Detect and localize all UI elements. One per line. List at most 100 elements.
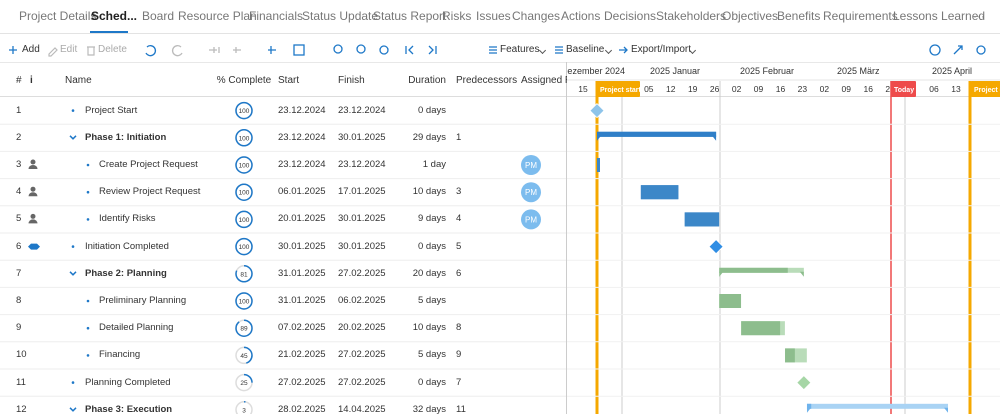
month-label: 2025 Januar xyxy=(650,66,701,76)
toolbar-button[interactable]: Edit xyxy=(60,44,78,55)
start-date: 23.12.2024 xyxy=(278,159,326,170)
percent-complete: 100 xyxy=(239,190,250,197)
resource-avatar xyxy=(521,209,541,230)
task-progress xyxy=(640,185,679,200)
toolbar-button[interactable]: Delete xyxy=(98,44,127,55)
finish-date: 27.02.2025 xyxy=(338,376,386,388)
tab[interactable]: Requirements xyxy=(823,9,898,23)
edit-icon xyxy=(48,47,58,57)
task-name: Detailed Planning xyxy=(99,322,174,334)
toolbar-button[interactable]: Export/Import xyxy=(631,44,692,55)
predecessors: 4 xyxy=(456,213,462,225)
task-name: Identify Risks xyxy=(99,213,156,225)
tab-bar-border xyxy=(0,33,1000,34)
duration: 29 days xyxy=(412,131,446,143)
summary-progress xyxy=(719,267,788,273)
tab[interactable]: Changes xyxy=(512,9,561,23)
week-label: 13 xyxy=(951,84,961,94)
indent-icon xyxy=(209,47,220,53)
finish-date: 23.12.2024 xyxy=(338,159,386,170)
task-name: Project Start xyxy=(85,104,138,116)
week-label: 05 xyxy=(644,84,654,94)
bullet xyxy=(71,381,75,384)
progress-ring xyxy=(235,292,253,310)
resource-initials: PM xyxy=(525,215,537,224)
toolbar-button[interactable]: Add xyxy=(22,44,40,55)
toolbar-button[interactable]: Baseline xyxy=(566,44,605,55)
start-date: 31.01.2025 xyxy=(278,267,326,279)
collapse-chevron xyxy=(69,407,77,412)
toolbar-icons xyxy=(9,44,986,57)
zoom-out-icon xyxy=(333,44,343,54)
column-header: Predecessors xyxy=(456,75,518,86)
predecessors: 11 xyxy=(456,403,466,414)
tab[interactable]: Board xyxy=(142,9,175,23)
duration: 0 days xyxy=(418,376,446,388)
task-progress xyxy=(719,294,742,308)
tab[interactable]: ··· xyxy=(973,9,985,23)
percent-complete: 100 xyxy=(239,108,250,115)
task-name: Review Project Request xyxy=(99,186,201,198)
tab[interactable]: Status Report xyxy=(373,9,447,23)
bullet xyxy=(86,354,90,357)
duration: 0 days xyxy=(418,104,446,116)
predecessors: 7 xyxy=(456,376,462,388)
percent-complete: 81 xyxy=(240,271,248,278)
tab[interactable]: Benefits xyxy=(777,9,821,23)
start-date: 20.01.2025 xyxy=(278,213,326,225)
month-label: 2024 Dezember xyxy=(567,66,625,76)
task-name: Phase 3: Execution xyxy=(85,403,173,414)
column-header: i xyxy=(30,75,33,86)
marker-label: Project start xyxy=(600,87,642,94)
column-header: Start xyxy=(278,75,300,86)
summary-progress xyxy=(806,403,812,409)
resource-icon xyxy=(28,192,38,197)
finish-date: 20.02.2025 xyxy=(338,322,386,334)
redo-icon xyxy=(172,45,183,57)
refresh-icon xyxy=(929,44,941,56)
duration: 5 days xyxy=(418,295,446,306)
tab[interactable]: Actions xyxy=(561,9,601,23)
tab[interactable]: Issues xyxy=(476,9,511,23)
bullet xyxy=(86,190,90,194)
collapse-chevron xyxy=(69,135,77,140)
insert-icon xyxy=(268,46,276,54)
milestone xyxy=(708,239,724,255)
tab[interactable]: Sched... xyxy=(91,9,138,23)
finish-date: 30.01.2025 xyxy=(338,213,386,225)
resource-avatar xyxy=(521,182,541,203)
tab[interactable]: Financials xyxy=(249,9,304,23)
column-header: Duration xyxy=(408,75,446,86)
add-icon xyxy=(9,46,17,54)
toolbar-button[interactable]: Features xyxy=(500,44,540,55)
start-date: 30.01.2025 xyxy=(278,240,326,252)
marker-badge xyxy=(597,81,640,97)
duration: 1 day xyxy=(422,159,446,170)
week-label: 09 xyxy=(754,84,764,94)
predecessors: 6 xyxy=(456,267,462,279)
progress-ring xyxy=(235,265,253,283)
tab[interactable]: Decisions xyxy=(604,9,657,23)
tab[interactable]: Objectives xyxy=(722,9,779,23)
progress-ring xyxy=(235,210,253,229)
tab[interactable]: Risks xyxy=(442,9,472,23)
tab[interactable]: Stakeholders xyxy=(656,9,727,23)
start-date: 28.02.2025 xyxy=(278,403,326,414)
percent-complete: 3 xyxy=(242,407,246,414)
month-label: 2025 Februar xyxy=(740,66,795,76)
task-name: Phase 2: Planning xyxy=(85,267,167,279)
task-name: Planning Completed xyxy=(85,376,171,388)
tab[interactable]: Project Details xyxy=(19,9,97,23)
tab[interactable]: Lessons Learned xyxy=(893,9,986,23)
active-tab-underline xyxy=(90,31,128,33)
finish-date: 14.04.2025 xyxy=(338,403,386,414)
tab[interactable]: Status Update xyxy=(302,9,379,23)
tab[interactable]: Resource Plan xyxy=(178,9,257,23)
percent-complete: 25 xyxy=(240,380,248,387)
percent-complete: 100 xyxy=(239,135,250,142)
row-number: 2 xyxy=(16,131,22,143)
task-progress xyxy=(597,158,600,172)
